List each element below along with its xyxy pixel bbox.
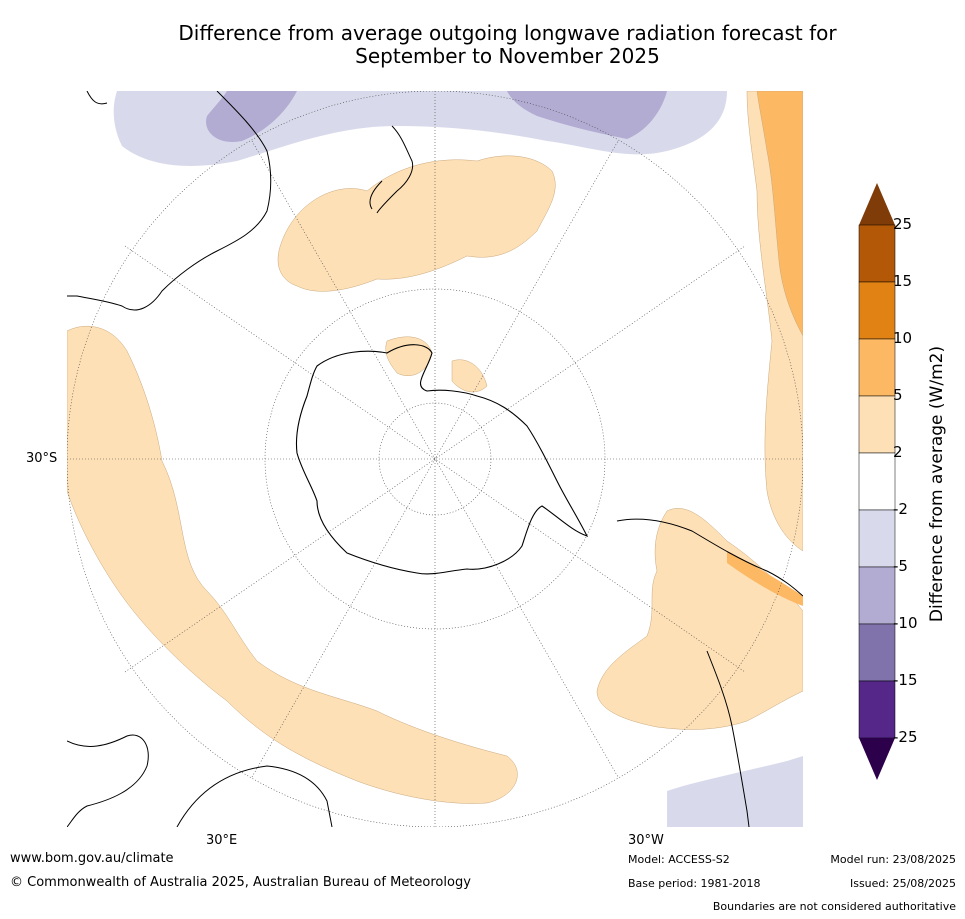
africa-coastline	[67, 91, 272, 311]
colorbar-tick-label: -2	[893, 500, 908, 518]
footer-issued: Issued: 25/08/2025	[849, 877, 956, 890]
colorbar-band-10-15	[858, 281, 896, 340]
colorbar-tick-label: -15	[893, 671, 918, 689]
colorbar-extend-bottom	[859, 738, 895, 780]
colorbar	[857, 180, 965, 790]
colorbar-band-m5-m2	[858, 509, 896, 568]
anomaly-region-atlantic	[596, 508, 803, 730]
colorbar-band-2-5	[858, 395, 896, 454]
chart-title: Difference from average outgoing longwav…	[60, 22, 955, 68]
lon-label-west: 30°W	[628, 833, 664, 848]
footer-disclaimer: Boundaries are not considered authoritat…	[712, 900, 956, 913]
graticule	[67, 91, 803, 827]
colorbar-tick-label: 2	[893, 443, 903, 461]
title-line-2: September to November 2025	[355, 44, 660, 68]
footer-url: www.bom.gov.au/climate	[10, 851, 174, 866]
colorbar-tick-label: 25	[893, 215, 913, 233]
australia-coastline	[67, 734, 333, 827]
footer-copyright: © Commonwealth of Australia 2025, Austra…	[10, 875, 471, 890]
anomaly-region-east-strong	[756, 91, 803, 337]
anomaly-region-pacific-north	[277, 155, 556, 292]
colorbar-tick-label: -5	[893, 557, 908, 575]
south-america-coastline	[616, 518, 803, 827]
colorbar-band-5-10	[858, 338, 896, 397]
colorbar-tick-label: 10	[893, 329, 913, 347]
anomaly-region-andes-orange	[727, 551, 803, 606]
antarctica-coastline	[295, 344, 589, 575]
lon-label-east: 30°E	[206, 833, 238, 848]
colorbar-tick-label: 15	[893, 272, 913, 290]
colorbar-title: Difference from average (W/m2)	[927, 345, 947, 623]
anomaly-region-antarctic-peninsula	[385, 336, 488, 393]
colorbar-tick-label: 5	[893, 386, 903, 404]
colorbar-tick-label: -10	[893, 614, 918, 632]
anomaly-region-south-purple	[667, 756, 803, 827]
colorbar-band-15-25	[858, 224, 896, 283]
footer-model-run: Model run: 23/08/2025	[830, 853, 956, 866]
lat-label: 30°S	[26, 451, 58, 466]
footer-base-period: Base period: 1981-2018	[628, 877, 761, 890]
title-line-1: Difference from average outgoing longwav…	[178, 21, 837, 45]
colorbar-band-m2-2	[858, 452, 896, 511]
new-zealand-coastline	[369, 125, 414, 214]
colorbar-extend-top	[859, 183, 895, 225]
footer-model: Model: ACCESS-S2	[628, 853, 730, 866]
colorbar-tick-label: -25	[893, 728, 918, 746]
anomaly-region-north-purple-strong	[206, 91, 667, 142]
colorbar-band-m10-m5	[858, 566, 896, 625]
colorbar-band-m25-m15	[858, 680, 896, 739]
polar-map	[67, 91, 803, 827]
anomaly-region-west-arc	[67, 325, 518, 804]
colorbar-band-m15-m10	[858, 623, 896, 682]
